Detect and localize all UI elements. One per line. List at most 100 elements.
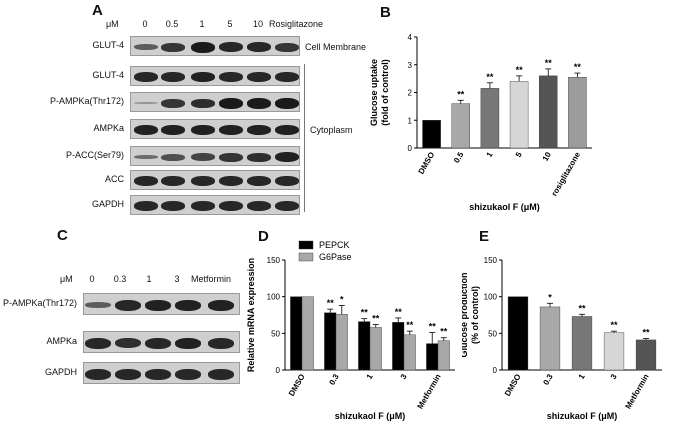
lane-label: 0 [142, 19, 148, 29]
y-tick-label: 2 [408, 89, 413, 98]
x-tick-label: Metformin [624, 372, 651, 410]
blot-band [175, 368, 201, 380]
blot-band [275, 97, 299, 109]
bar [480, 88, 500, 149]
blot-strip [83, 293, 240, 315]
blot-row-label: GAPDH [91, 199, 124, 209]
blot-row-label: GLUT-4 [92, 70, 124, 80]
y-tick-label: 50 [488, 329, 497, 338]
legend-swatch [298, 252, 314, 262]
blot-strip [130, 92, 300, 112]
panel-e-label: E [479, 228, 490, 245]
legend-label: G6Pase [319, 252, 352, 262]
significance-mark: ** [440, 327, 448, 337]
y-axis-label: Glucose uptake [370, 59, 379, 126]
y-tick-label: 3 [408, 61, 413, 70]
blot-band [134, 125, 158, 135]
significance-mark: ** [406, 320, 414, 330]
blot-band [134, 201, 158, 211]
blot-row-label: AMPKa [46, 336, 77, 346]
y-axis-label: Glucose production [462, 272, 469, 357]
blot-band [175, 299, 201, 311]
blot-row-label: GLUT-4 [92, 40, 124, 50]
blot-row-label: P-AMPKa(Thr172) [49, 96, 124, 106]
blot-band [247, 201, 271, 211]
x-tick-label: 10 [541, 150, 554, 163]
significance-mark: ** [516, 65, 524, 75]
blot-band [85, 368, 111, 380]
blot-band [208, 368, 234, 380]
significance-mark: ** [486, 72, 494, 82]
lane-label: 5 [227, 19, 233, 29]
blot-band [247, 125, 271, 135]
cytoplasm-bracket [304, 64, 305, 212]
blot-band [219, 42, 243, 52]
significance-mark: ** [327, 298, 335, 308]
bar [539, 75, 558, 149]
blot-band [275, 42, 299, 52]
blot-band [161, 176, 185, 186]
y-tick-label: 0 [408, 144, 413, 153]
blot-band [219, 152, 243, 162]
x-tick-label: 1 [577, 372, 587, 381]
blot-band [115, 299, 141, 311]
y-tick-label: 4 [408, 33, 413, 42]
bar [422, 120, 441, 149]
bar [392, 322, 405, 371]
lane-label: Rosiglitazone [269, 19, 324, 29]
panel-b-label: B [380, 4, 391, 21]
blot-band [115, 368, 141, 380]
x-tick-label: 1 [365, 372, 375, 381]
blot-band [161, 98, 185, 108]
legend-label: PEPCK [319, 240, 350, 250]
lane-label: 0.5 [165, 19, 179, 29]
bar [571, 316, 593, 371]
panel-a-unit: μM [106, 19, 119, 29]
y-tick-label: 0 [493, 366, 498, 375]
significance-mark: ** [361, 308, 369, 318]
panel-c-label: C [57, 227, 68, 244]
blot-band [191, 153, 215, 161]
blot-band [161, 201, 185, 211]
blot-row-label: AMPKa [93, 123, 124, 133]
y-axis-label-sub: (fold of control) [380, 59, 390, 125]
blot-band [85, 337, 111, 349]
x-tick-label: 3 [399, 372, 409, 381]
blot-band [161, 72, 185, 82]
significance-mark: ** [574, 62, 582, 72]
bar [290, 296, 303, 371]
blot-strip [130, 66, 300, 86]
panel-d-label: D [258, 228, 269, 245]
blot-band [191, 41, 215, 53]
y-tick-label: 1 [408, 116, 413, 125]
x-tick-label: rosiglitazone [550, 150, 583, 198]
cytoplasm-label: Cytoplasm [310, 125, 353, 135]
significance-mark: ** [610, 320, 618, 330]
significance-mark: ** [429, 322, 437, 332]
blot-band [191, 98, 215, 108]
blot-strip [130, 119, 300, 139]
blot-band [134, 155, 158, 159]
blot-band [275, 152, 299, 162]
blot-band [115, 338, 141, 348]
blot-strip [130, 195, 300, 215]
blot-band [85, 302, 111, 308]
blot-band [208, 337, 234, 349]
blot-band [275, 176, 299, 186]
x-axis-label: shizukaol F (μM) [335, 411, 406, 421]
blot-row-label: ACC [104, 174, 124, 184]
blot-band [219, 97, 243, 109]
x-tick-label: 1 [485, 150, 495, 159]
bar [403, 334, 416, 371]
blot-band [275, 125, 299, 135]
lane-label: Metformin [191, 274, 232, 284]
legend-swatch [298, 240, 314, 250]
blot-band [191, 201, 215, 211]
blot-band [191, 176, 215, 186]
blot-band [175, 337, 201, 349]
blot-band [208, 299, 234, 311]
x-tick-label: DMSO [417, 151, 437, 176]
blot-band [247, 42, 271, 52]
blot-row-label: GAPDH [44, 367, 77, 377]
